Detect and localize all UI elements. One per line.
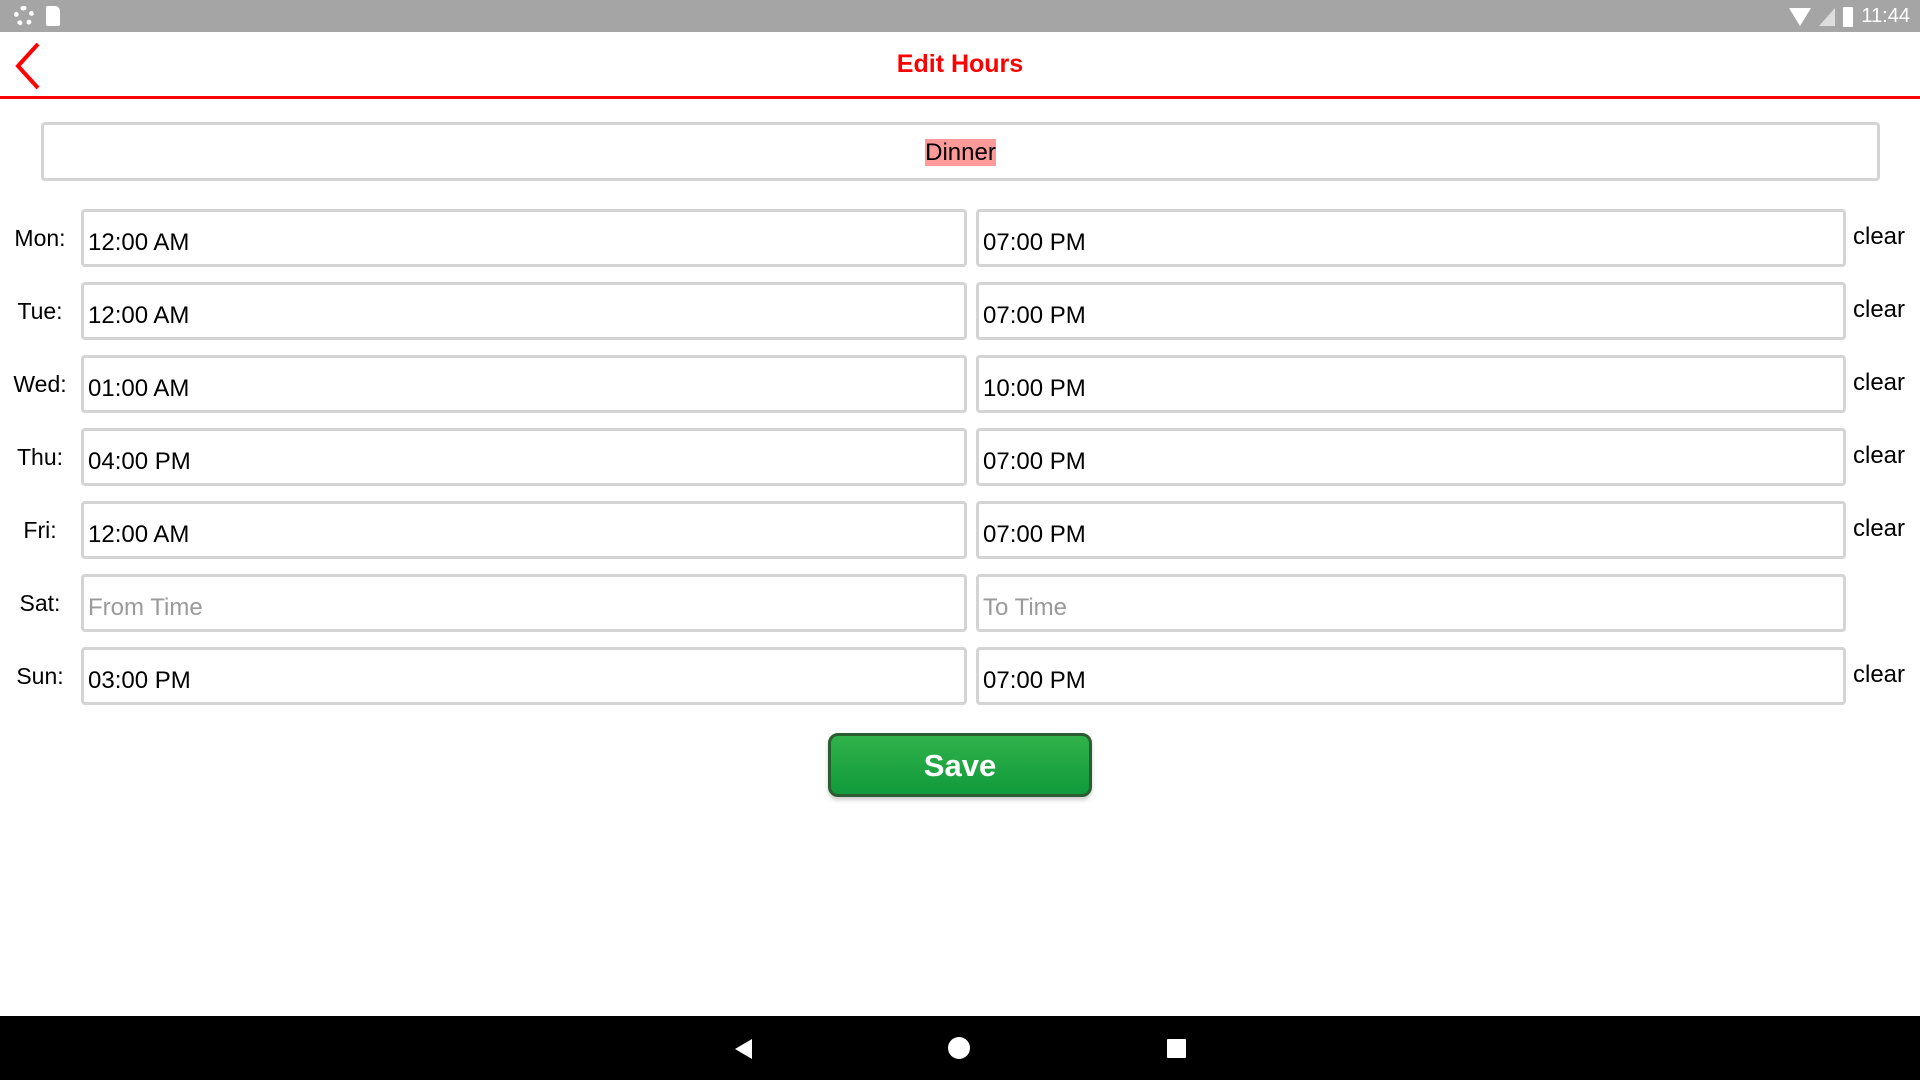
day-row: Tue: 12:00 AM 07:00 PM clear bbox=[0, 282, 1920, 340]
day-label: Sun: bbox=[16, 663, 64, 689]
to-time-input[interactable]: To Time bbox=[976, 574, 1846, 632]
day-row: Sat: From Time To Time bbox=[0, 574, 1920, 632]
schedule-name-field[interactable]: Dinner bbox=[41, 122, 1880, 181]
clear-button[interactable]: clear bbox=[1853, 442, 1906, 469]
status-bar: 11:44 bbox=[0, 0, 1920, 32]
nav-recents-button[interactable] bbox=[1167, 1039, 1186, 1058]
from-time-input[interactable]: 04:00 PM bbox=[81, 428, 967, 486]
sd-card-icon bbox=[46, 6, 60, 26]
to-time-input[interactable]: 07:00 PM bbox=[976, 501, 1846, 559]
clock: 11:44 bbox=[1861, 5, 1910, 27]
clear-button[interactable]: clear bbox=[1853, 369, 1906, 396]
nav-back-button[interactable] bbox=[735, 1039, 752, 1059]
to-time-input[interactable]: 07:00 PM bbox=[976, 428, 1846, 486]
day-row: Mon: 12:00 AM 07:00 PM clear bbox=[0, 209, 1920, 267]
day-row: Wed: 01:00 AM 10:00 PM clear bbox=[0, 355, 1920, 413]
from-time-input[interactable]: 12:00 AM bbox=[81, 209, 967, 267]
back-button[interactable] bbox=[12, 40, 48, 92]
clear-button[interactable]: clear bbox=[1853, 296, 1906, 323]
from-time-input[interactable]: From Time bbox=[81, 574, 967, 632]
day-label: Mon: bbox=[14, 225, 66, 251]
app-header: Edit Hours bbox=[0, 32, 1920, 99]
nav-home-button[interactable] bbox=[948, 1037, 970, 1059]
to-time-input[interactable]: 07:00 PM bbox=[976, 647, 1846, 705]
from-time-input[interactable]: 12:00 AM bbox=[81, 282, 967, 340]
from-time-input[interactable]: 12:00 AM bbox=[81, 501, 967, 559]
day-label: Thu: bbox=[16, 444, 64, 470]
clear-button[interactable]: clear bbox=[1853, 661, 1906, 688]
chevron-left-icon bbox=[15, 42, 40, 90]
save-button[interactable]: Save bbox=[828, 733, 1092, 797]
to-time-input[interactable]: 07:00 PM bbox=[976, 282, 1846, 340]
clear-button[interactable]: clear bbox=[1853, 223, 1906, 250]
clear-button[interactable]: clear bbox=[1853, 515, 1906, 542]
day-row: Fri: 12:00 AM 07:00 PM clear bbox=[0, 501, 1920, 559]
day-row: Thu: 04:00 PM 07:00 PM clear bbox=[0, 428, 1920, 486]
page-title: Edit Hours bbox=[896, 50, 1024, 78]
to-time-input[interactable]: 10:00 PM bbox=[976, 355, 1846, 413]
to-time-input[interactable]: 07:00 PM bbox=[976, 209, 1846, 267]
day-label: Fri: bbox=[23, 517, 57, 543]
day-label: Wed: bbox=[13, 371, 67, 397]
signal-icon bbox=[1819, 7, 1836, 26]
from-time-input[interactable]: 01:00 AM bbox=[81, 355, 967, 413]
wifi-icon bbox=[1789, 7, 1812, 26]
day-label: Tue: bbox=[17, 298, 63, 324]
navigation-bar bbox=[0, 1016, 1920, 1080]
app-notification-icon bbox=[14, 6, 34, 26]
day-row: Sun: 03:00 PM 07:00 PM clear bbox=[0, 647, 1920, 705]
battery-icon bbox=[1843, 6, 1854, 27]
day-label: Sat: bbox=[19, 590, 61, 616]
from-time-input[interactable]: 03:00 PM bbox=[81, 647, 967, 705]
schedule-name-text: Dinner bbox=[925, 139, 996, 166]
